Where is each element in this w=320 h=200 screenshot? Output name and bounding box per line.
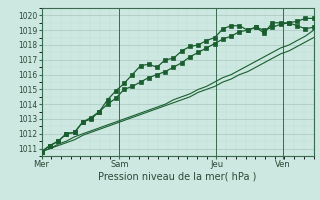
- X-axis label: Pression niveau de la mer( hPa ): Pression niveau de la mer( hPa ): [99, 172, 257, 182]
